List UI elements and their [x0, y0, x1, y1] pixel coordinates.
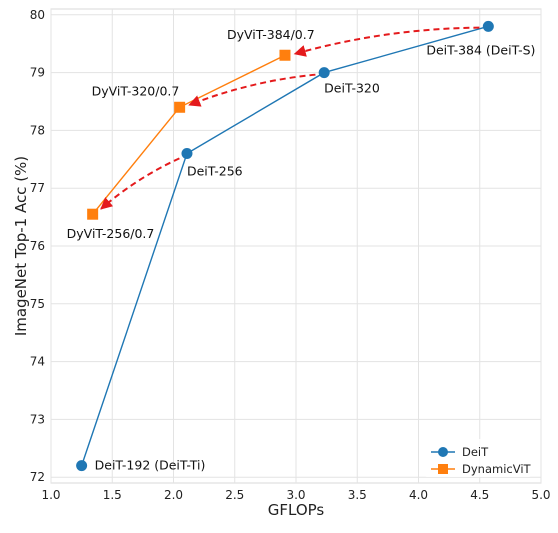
- point-label: DyViT-320/0.7: [92, 83, 180, 98]
- y-tick-label: 78: [30, 123, 45, 137]
- y-tick-label: 73: [30, 412, 45, 426]
- data-point: [87, 208, 99, 220]
- y-tick-label: 76: [30, 239, 45, 253]
- legend-marker: [438, 447, 448, 457]
- point-label: DeiT-192 (DeiT-Ti): [95, 458, 206, 473]
- data-point: [76, 460, 88, 472]
- x-tick-label: 5.0: [531, 488, 550, 502]
- series-line-deit: [80, 25, 489, 466]
- grid: [50, 9, 542, 483]
- series-layer: [76, 20, 494, 472]
- x-tick-label: 3.0: [286, 488, 305, 502]
- x-tick-label: 3.5: [348, 488, 367, 502]
- arrow-layer: [100, 26, 480, 210]
- dashed-arrow: [293, 26, 480, 57]
- point-label: DyViT-384/0.7: [227, 27, 315, 42]
- x-tick-label: 2.5: [225, 488, 244, 502]
- point-labels: DeiT-192 (DeiT-Ti) DeiT-256 DeiT-320 DeiT-3…: [67, 27, 536, 472]
- legend: DeiT DynamicViT: [424, 439, 532, 477]
- y-tick-label: 79: [30, 66, 45, 80]
- x-tick-labels: 1.0 1.5 2.0 2.5 3.0 3.5 4.0 4.5 5.0: [41, 488, 550, 502]
- y-tick-label: 75: [30, 297, 45, 311]
- y-tick-label: 72: [30, 470, 45, 484]
- dashed-arrow: [188, 73, 316, 107]
- x-tick-label: 4.5: [470, 488, 489, 502]
- data-point: [482, 20, 494, 32]
- x-tick-label: 4.0: [409, 488, 428, 502]
- y-tick-label: 74: [30, 355, 45, 369]
- x-tick-label: 1.0: [41, 488, 60, 502]
- dashed-arrow: [100, 157, 180, 210]
- point-label: DeiT-320: [324, 81, 380, 96]
- point-label: DeiT-384 (DeiT-S): [426, 42, 535, 57]
- x-tick-label: 2.0: [164, 488, 183, 502]
- legend-label: DeiT: [462, 445, 489, 459]
- data-point: [279, 49, 291, 61]
- data-point: [174, 101, 186, 113]
- y-tick-label: 80: [30, 8, 45, 22]
- y-axis-label: ImageNet Top-1 Acc (%): [12, 156, 30, 336]
- data-point: [318, 67, 330, 79]
- legend-marker: [438, 464, 448, 474]
- legend-box: [424, 439, 532, 477]
- y-tick-label: 77: [30, 181, 45, 195]
- x-tick-label: 1.5: [103, 488, 122, 502]
- data-point: [181, 148, 193, 160]
- x-axis-label: GFLOPs: [268, 501, 325, 519]
- point-label: DyViT-256/0.7: [67, 226, 155, 241]
- y-tick-labels: 72 73 74 75 76 77 78 79 80: [30, 8, 45, 484]
- point-label: DeiT-256: [187, 164, 243, 179]
- legend-label: DynamicViT: [462, 462, 532, 476]
